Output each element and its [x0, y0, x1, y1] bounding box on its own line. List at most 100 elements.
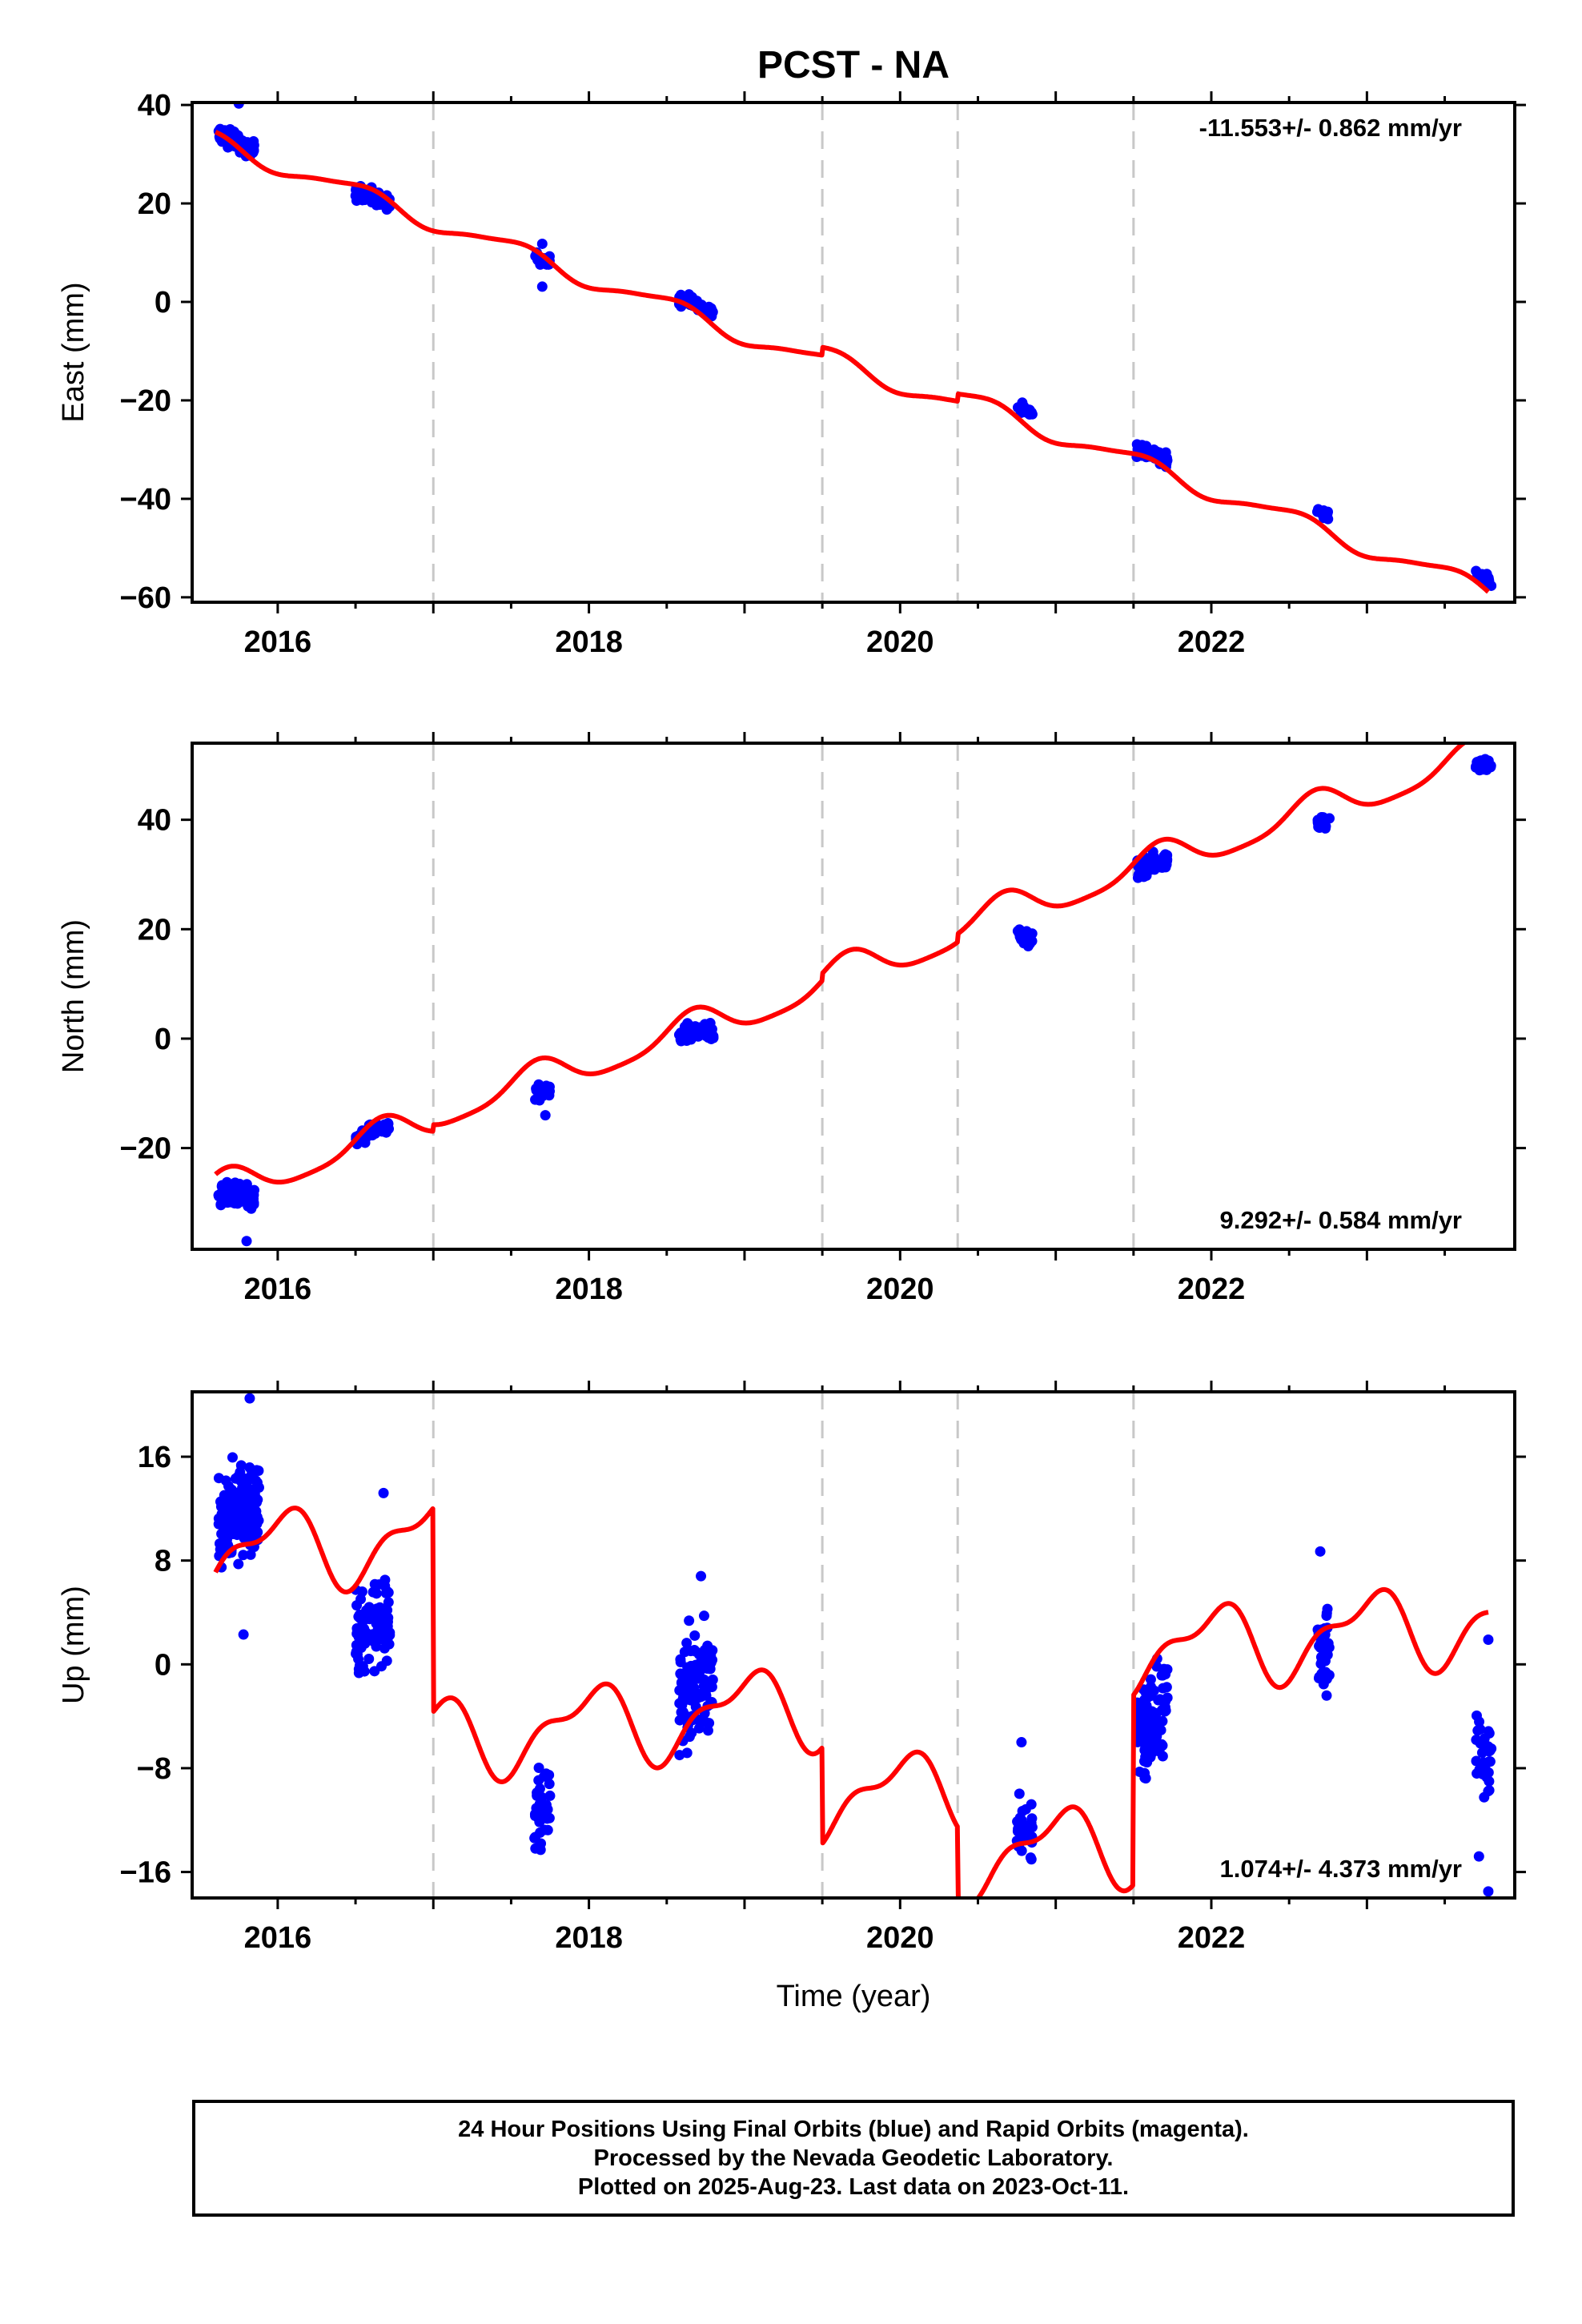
- x-tick-label: 2018: [555, 625, 623, 659]
- data-point: [1142, 1692, 1153, 1703]
- data-point: [1315, 1659, 1327, 1670]
- data-point: [533, 1813, 544, 1824]
- data-point: [706, 1654, 717, 1665]
- data-point: [379, 1581, 391, 1592]
- data-point: [1017, 397, 1028, 408]
- data-point: [675, 1027, 686, 1039]
- data-point: [252, 1526, 263, 1538]
- data-point: [698, 1610, 709, 1622]
- footer-line-3: Plotted on 2025-Aug-23. Last data on 202…: [577, 2174, 1130, 2200]
- y-tick-label: 40: [138, 89, 171, 123]
- model-curve: [214, 130, 1490, 594]
- data-point: [1315, 1546, 1326, 1557]
- data-point: [1322, 1649, 1333, 1660]
- data-point: [544, 1779, 555, 1790]
- data-point: [233, 1558, 244, 1570]
- data-point: [1162, 850, 1173, 861]
- data-point: [1315, 505, 1327, 517]
- data-point: [237, 1482, 248, 1494]
- y-tick-label: 8: [155, 1545, 171, 1578]
- data-point: [1321, 1690, 1332, 1701]
- data-point: [690, 1659, 701, 1671]
- plot-frame: [191, 101, 1516, 604]
- y-tick-label: 16: [138, 1441, 171, 1474]
- data-point: [1025, 1852, 1036, 1864]
- data-point: [530, 1843, 541, 1854]
- y-axis-label: North (mm): [57, 919, 90, 1073]
- data-point: [1484, 1775, 1495, 1787]
- plot-frame: [191, 1390, 1516, 1900]
- footer-line-1: 24 Hour Positions Using Final Orbits (bl…: [458, 2117, 1249, 2142]
- data-point: [1157, 1751, 1168, 1762]
- data-point: [1146, 853, 1158, 864]
- data-point: [1145, 1674, 1156, 1685]
- data-point: [531, 1083, 542, 1094]
- data-point: [1472, 1768, 1483, 1779]
- data-point: [542, 1084, 553, 1096]
- data-point: [382, 1621, 393, 1632]
- data-point: [540, 1768, 552, 1779]
- data-point: [381, 1655, 392, 1667]
- y-axis-label: East (mm): [57, 282, 90, 422]
- data-point: [354, 1609, 365, 1620]
- data-point: [241, 1502, 252, 1513]
- panel-east: 2016 2018 2020 2022 40 20 0 −20 −40 −60 East (mm) -…: [57, 89, 1526, 659]
- data-point: [1139, 1743, 1150, 1755]
- plot-frame: [191, 742, 1516, 1251]
- data-point: [383, 1597, 394, 1608]
- data-point: [238, 1629, 249, 1640]
- x-axis-label: Time (year): [777, 1980, 931, 2013]
- data-point: [379, 1642, 390, 1654]
- data-point: [534, 1095, 545, 1106]
- y-tick-label: −8: [137, 1752, 171, 1786]
- data-point: [1016, 1737, 1027, 1748]
- x-tick-label: 2016: [244, 625, 312, 659]
- data-point: [1150, 1719, 1161, 1730]
- data-point: [536, 238, 548, 249]
- data-point: [1484, 1745, 1496, 1756]
- data-point: [1471, 1710, 1482, 1721]
- data-point: [681, 1638, 693, 1649]
- y-tick-label: −40: [120, 483, 171, 517]
- data-point: [684, 1667, 695, 1679]
- x-tick-label: 2020: [866, 1273, 934, 1306]
- data-point: [674, 1715, 685, 1726]
- data-point: [674, 1750, 685, 1761]
- x-tick-label: 2018: [555, 1921, 623, 1955]
- x-tick-label: 2020: [866, 625, 934, 659]
- data-point: [701, 1025, 712, 1036]
- x-tick-label: 2016: [244, 1921, 312, 1955]
- data-point: [219, 1490, 230, 1501]
- y-tick-label: −20: [120, 384, 171, 418]
- data-point: [251, 1495, 262, 1506]
- y-tick-label: −20: [120, 1132, 171, 1166]
- data-point: [363, 1653, 375, 1664]
- data-point: [1483, 755, 1494, 766]
- plot-area-north: [213, 743, 1496, 1249]
- data-point: [1160, 1695, 1171, 1707]
- data-point: [532, 1790, 543, 1801]
- data-point: [1471, 1755, 1482, 1767]
- x-tick-label: 2022: [1178, 625, 1246, 659]
- y-tick-label: −60: [120, 581, 171, 615]
- data-point: [1471, 1735, 1482, 1746]
- data-point: [1020, 934, 1031, 945]
- y-tick-label: 0: [155, 1023, 171, 1056]
- data-point: [675, 1668, 686, 1679]
- data-point: [1483, 1886, 1494, 1897]
- data-point: [234, 1516, 245, 1527]
- y-tick-label: 0: [155, 1648, 171, 1682]
- data-point: [675, 1657, 686, 1668]
- data-point: [1159, 1706, 1170, 1717]
- data-point: [251, 1511, 263, 1522]
- data-point: [1151, 1731, 1162, 1742]
- data-point: [245, 1549, 256, 1560]
- footer-line-2: Processed by the Nevada Geodetic Laborat…: [593, 2145, 1114, 2171]
- data-point: [696, 1570, 707, 1582]
- data-point: [544, 1790, 556, 1801]
- x-tick-label: 2016: [244, 1273, 312, 1306]
- data-point: [227, 1452, 238, 1463]
- data-point: [1014, 1788, 1025, 1799]
- y-tick-label: 20: [138, 187, 171, 221]
